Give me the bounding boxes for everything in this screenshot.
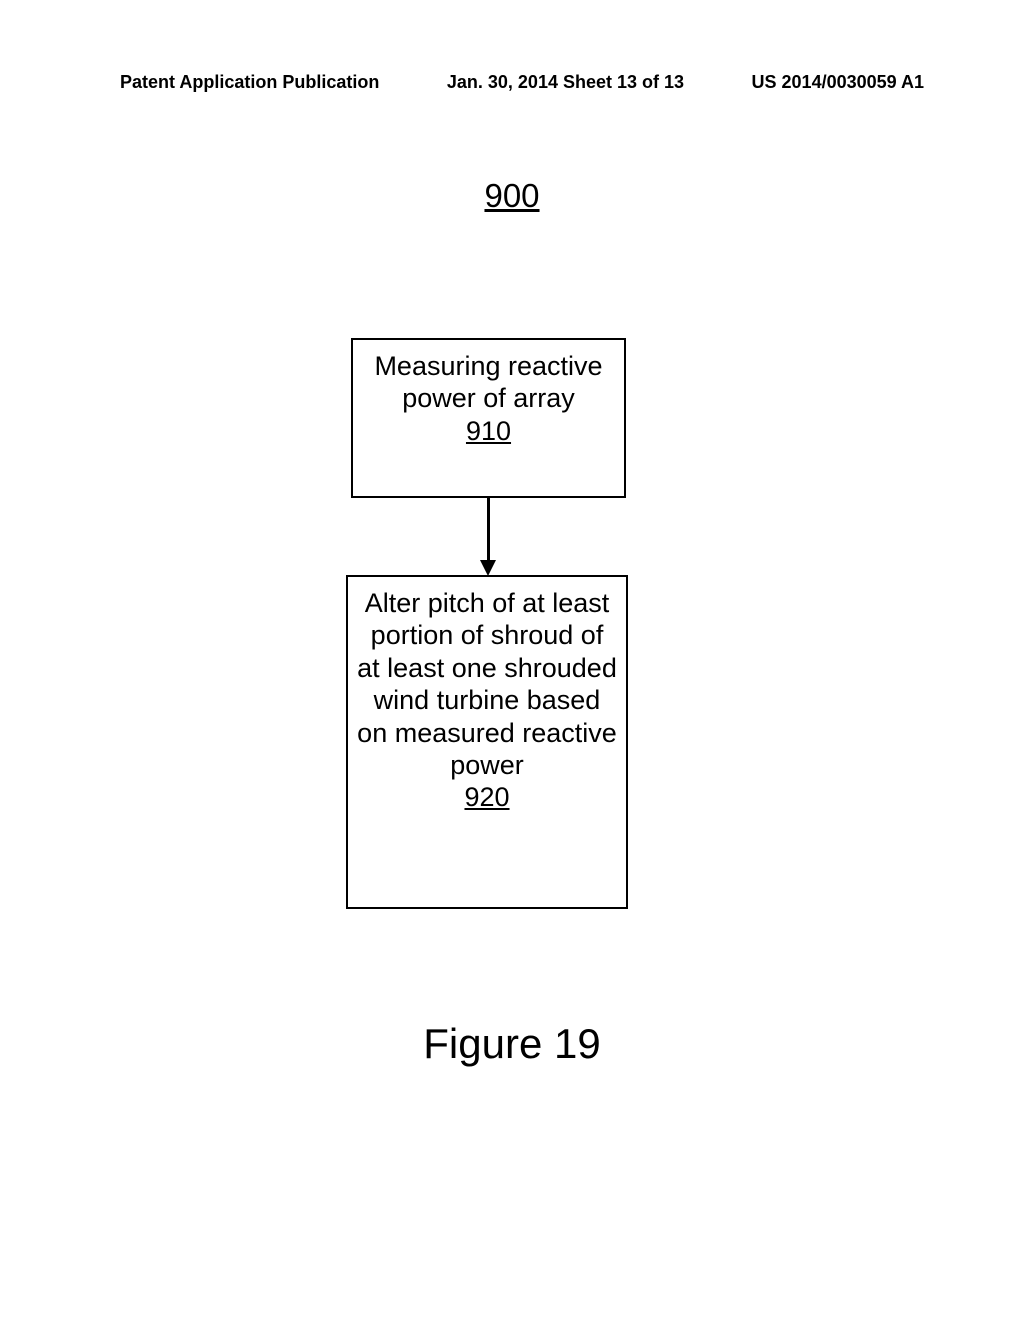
node-920-text: Alter pitch of at least portion of shrou… bbox=[356, 587, 618, 781]
node-910-ref: 910 bbox=[361, 415, 616, 447]
figure-caption: Figure 19 bbox=[423, 1020, 600, 1068]
figure-number: 900 bbox=[484, 177, 539, 215]
page: Patent Application Publication Jan. 30, … bbox=[0, 0, 1024, 1320]
header-center: Jan. 30, 2014 Sheet 13 of 13 bbox=[447, 72, 684, 93]
flowchart-node-920: Alter pitch of at least portion of shrou… bbox=[346, 575, 628, 909]
arrow-910-920-head bbox=[480, 560, 496, 576]
page-header: Patent Application Publication Jan. 30, … bbox=[120, 72, 924, 93]
header-right: US 2014/0030059 A1 bbox=[752, 72, 924, 93]
node-920-ref: 920 bbox=[356, 781, 618, 813]
node-910-text: Measuring reactive power of array bbox=[361, 350, 616, 415]
header-left: Patent Application Publication bbox=[120, 72, 379, 93]
arrow-910-920-line bbox=[487, 498, 490, 564]
flowchart-node-910: Measuring reactive power of array 910 bbox=[351, 338, 626, 498]
